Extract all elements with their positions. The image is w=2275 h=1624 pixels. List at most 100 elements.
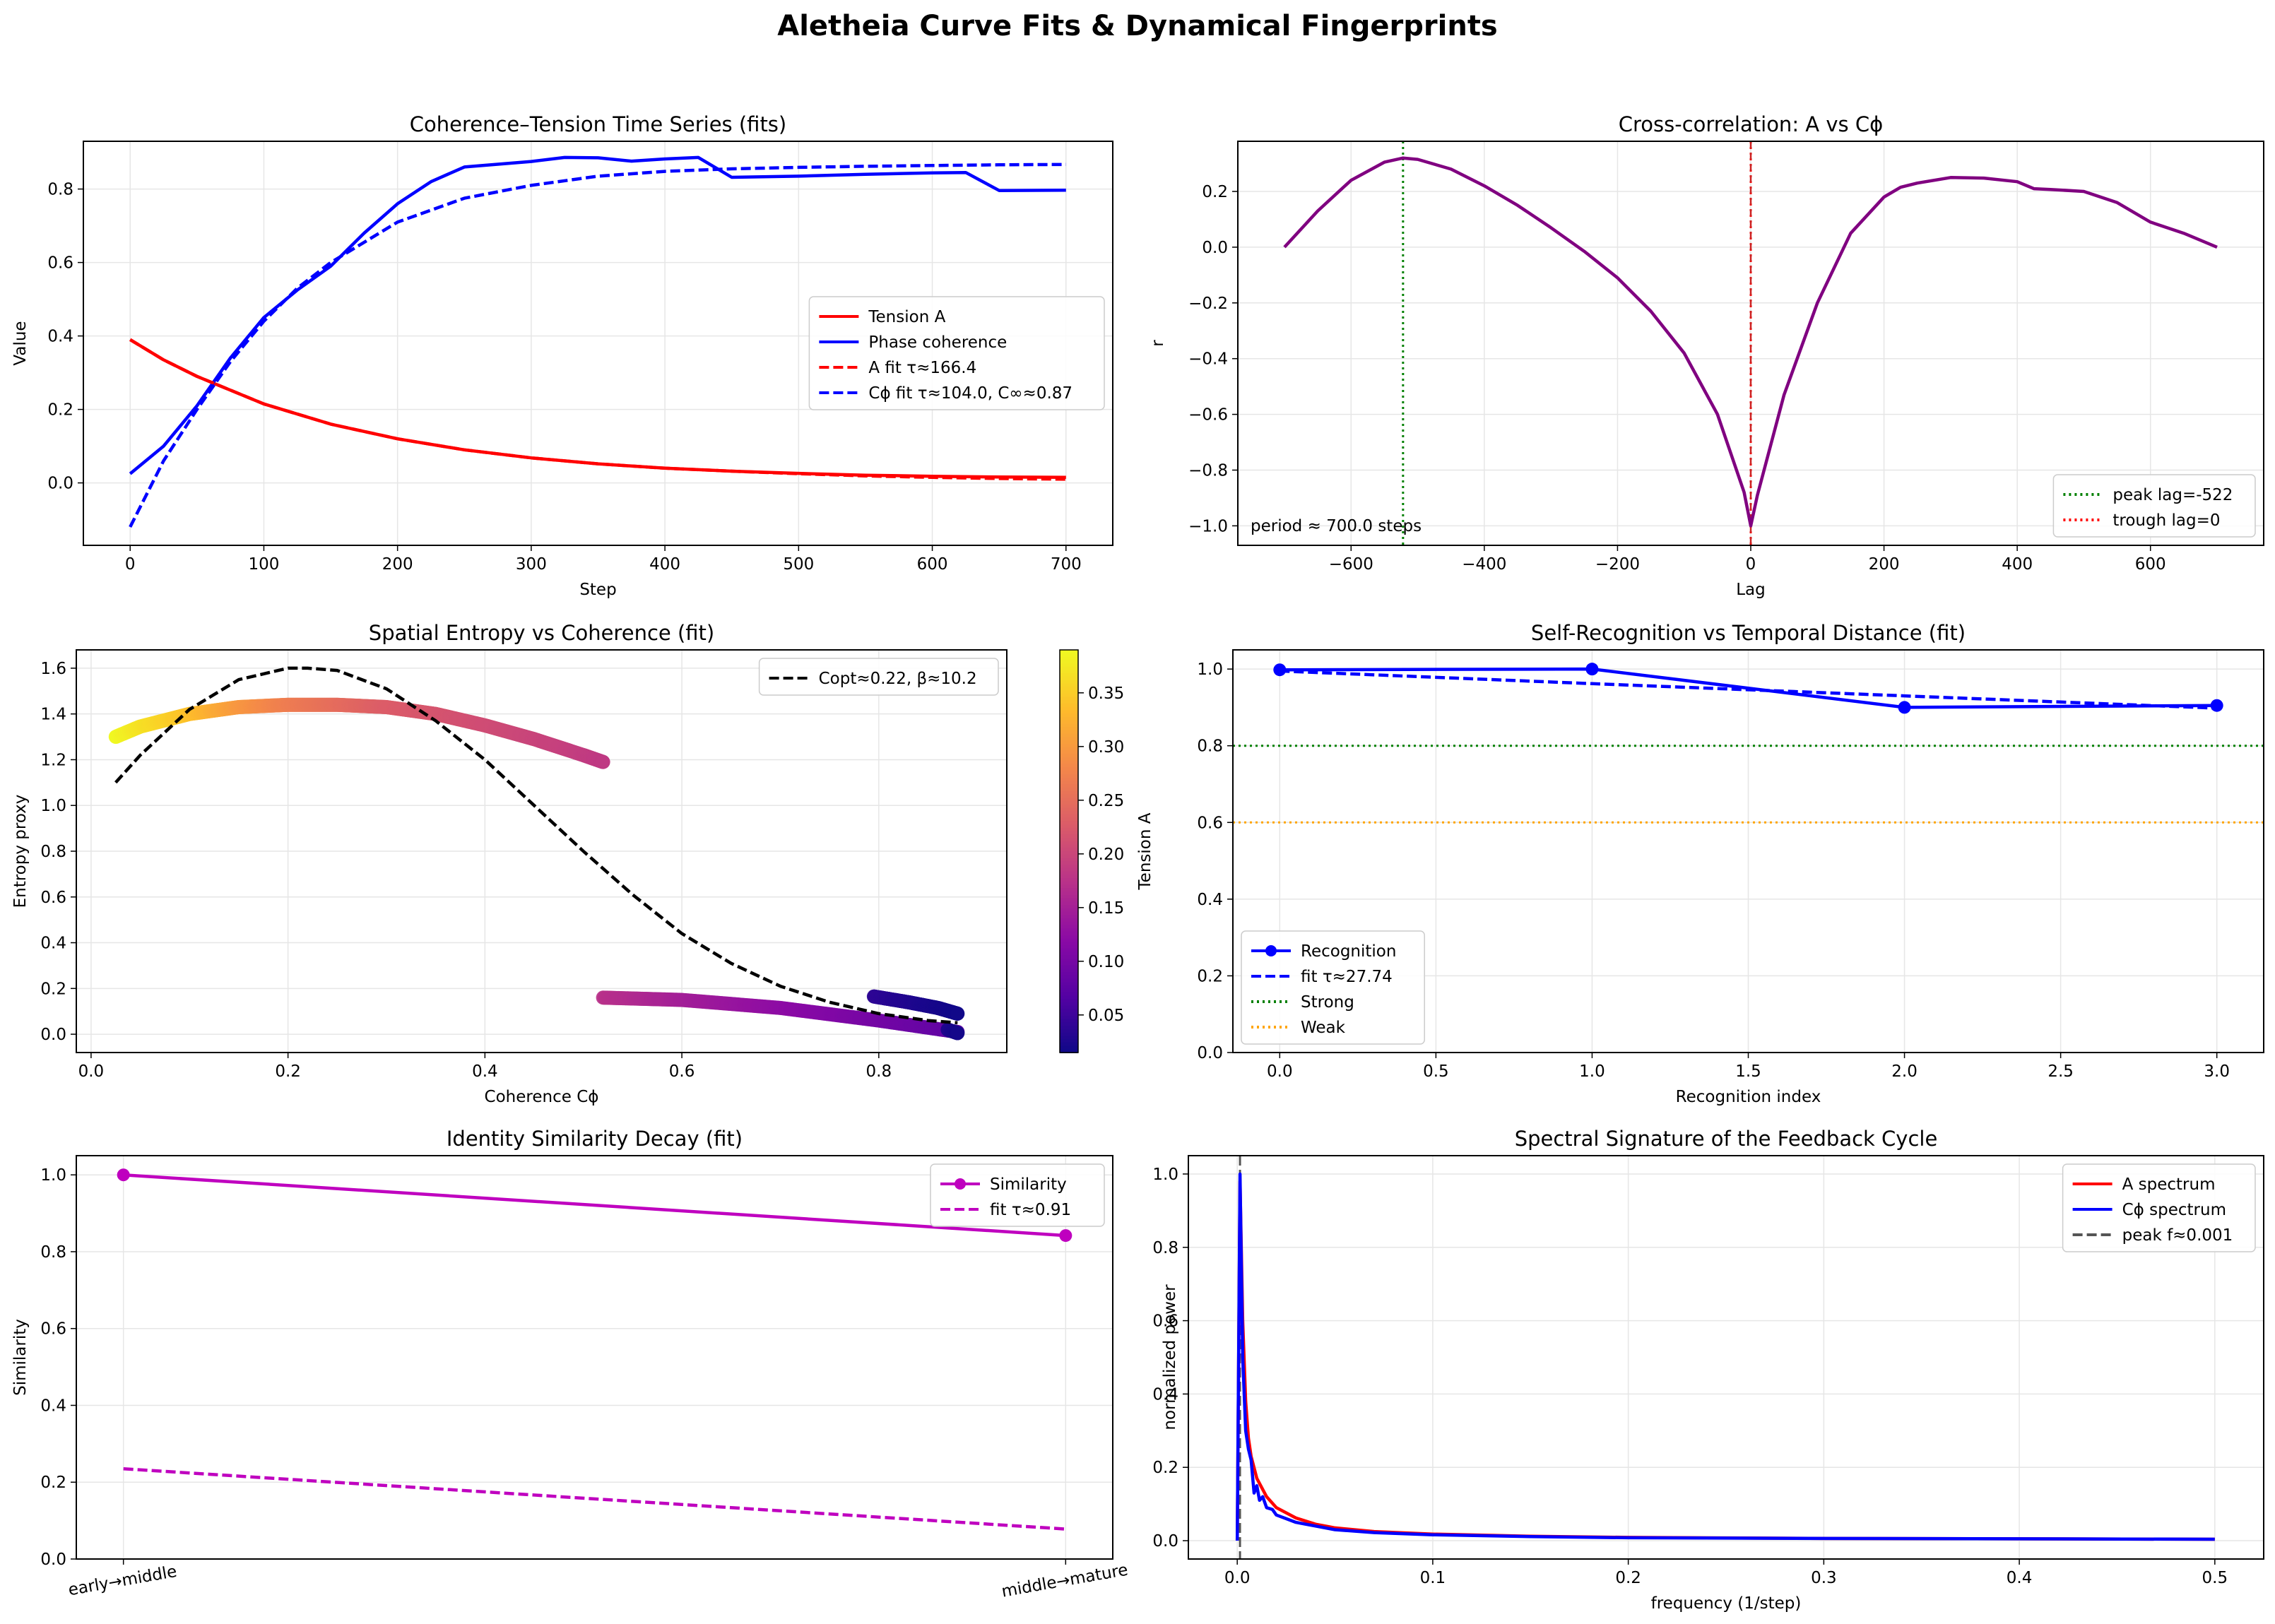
colorbar-cell bbox=[1060, 848, 1078, 852]
chart-title: Spectral Signature of the Feedback Cycle bbox=[1515, 1127, 1938, 1151]
colorbar-cell bbox=[1060, 727, 1078, 731]
colorbar-cell bbox=[1060, 787, 1078, 792]
panel-selfrec: Self-Recognition vs Temporal Distance (f… bbox=[1197, 621, 2264, 1106]
colorbar-cell bbox=[1060, 881, 1078, 886]
x-tick-label: 2.0 bbox=[1891, 1062, 1918, 1081]
x-tick-label: 1.5 bbox=[1735, 1062, 1761, 1081]
colorbar-cell bbox=[1060, 700, 1078, 704]
colorbar-cell bbox=[1060, 750, 1078, 755]
x-tick-label: −400 bbox=[1462, 555, 1506, 574]
legend-label: peak lag=-522 bbox=[2112, 486, 2233, 504]
legend-label: Similarity bbox=[990, 1175, 1067, 1194]
colorbar-cell bbox=[1060, 693, 1078, 698]
colorbar-cell bbox=[1060, 1002, 1078, 1007]
y-axis-label: r bbox=[1149, 340, 1167, 347]
colorbar-cell bbox=[1060, 807, 1078, 812]
y-tick-label: 0.8 bbox=[40, 843, 66, 861]
y-tick-label: −0.2 bbox=[1188, 295, 1228, 313]
x-tick-label: 400 bbox=[649, 555, 680, 574]
x-tick-label: 0.0 bbox=[1267, 1062, 1293, 1081]
y-tick-label: −0.8 bbox=[1188, 461, 1228, 480]
colorbar-cell bbox=[1060, 733, 1078, 738]
colorbar-cell bbox=[1060, 656, 1078, 661]
colorbar-cell bbox=[1060, 754, 1078, 758]
x-tick-label: 0.5 bbox=[2202, 1569, 2228, 1587]
colorbar: 0.05 0.10 0.15 0.20 0.25 0.30 0.35 Tension A bbox=[1059, 649, 1154, 1053]
colorbar-cell bbox=[1060, 794, 1078, 798]
y-tick-label: 0.0 bbox=[1202, 239, 1228, 257]
colorbar-cell bbox=[1060, 992, 1078, 997]
x-tick-label: 0.6 bbox=[669, 1062, 695, 1081]
colorbar-cell bbox=[1060, 965, 1078, 970]
x-tick-label: 200 bbox=[1869, 555, 1900, 574]
colorbar-tick-label: 0.05 bbox=[1088, 1007, 1124, 1025]
series-line-1 bbox=[129, 155, 1066, 475]
series-line-0 bbox=[123, 1173, 1066, 1238]
legend-label: fit τ≈27.74 bbox=[1301, 968, 1393, 986]
colorbar-cell bbox=[1060, 771, 1078, 775]
axes-frame bbox=[76, 649, 1008, 1053]
chart-title: Self-Recognition vs Temporal Distance (f… bbox=[1531, 621, 1966, 645]
colorbar-cell bbox=[1060, 800, 1078, 805]
colorbar-cell bbox=[1060, 781, 1078, 785]
chart-title: Identity Similarity Decay (fit) bbox=[447, 1127, 743, 1151]
x-axis-label: Recognition index bbox=[1676, 1088, 1821, 1106]
y-tick-label: 0.2 bbox=[1152, 1459, 1178, 1477]
colorbar-cell bbox=[1060, 723, 1078, 728]
colorbar-cell bbox=[1060, 706, 1078, 711]
y-tick-label: 0.2 bbox=[40, 980, 66, 998]
colorbar-cell bbox=[1060, 1009, 1078, 1013]
series-marker bbox=[1898, 701, 1911, 714]
chart-title: Cross-correlation: A vs Cϕ bbox=[1619, 112, 1883, 136]
colorbar-cell bbox=[1060, 817, 1078, 822]
colorbar-cell bbox=[1060, 952, 1078, 956]
legend: A spectrum Cϕ spectrum peak f≈0.001 bbox=[2062, 1163, 2256, 1252]
legend-marker bbox=[955, 1178, 966, 1190]
colorbar-cell bbox=[1060, 1042, 1078, 1047]
y-tick-label: 1.0 bbox=[40, 797, 66, 815]
colorbar-cell bbox=[1060, 1039, 1078, 1043]
legend: Similarity fit τ≈0.91 bbox=[930, 1163, 1105, 1227]
y-tick-label: 0.2 bbox=[47, 401, 73, 420]
x-tick-label: 0.2 bbox=[1615, 1569, 1641, 1587]
x-tick-label: 0.0 bbox=[1224, 1569, 1251, 1587]
colorbar-cell bbox=[1060, 875, 1078, 879]
series-line-1 bbox=[123, 1466, 1066, 1531]
colorbar-tick-label: 0.35 bbox=[1088, 684, 1124, 703]
colorbar-tick-label: 0.10 bbox=[1088, 953, 1124, 971]
y-axis-label: Entropy proxy bbox=[11, 795, 30, 908]
y-tick-label: 0.2 bbox=[1202, 183, 1228, 201]
y-tick-label: 1.6 bbox=[40, 660, 66, 678]
y-axis-label: Value bbox=[11, 321, 30, 365]
colorbar-cell bbox=[1060, 972, 1078, 976]
legend-label: Cϕ fit τ≈104.0, C∞≈0.87 bbox=[868, 384, 1072, 403]
x-tick-label: 0.3 bbox=[1811, 1569, 1837, 1587]
colorbar-cell bbox=[1060, 851, 1078, 855]
legend-label: Recognition bbox=[1301, 942, 1396, 961]
colorbar-cell bbox=[1060, 888, 1078, 892]
legend-label: Phase coherence bbox=[868, 333, 1007, 352]
y-tick-label: −1.0 bbox=[1188, 517, 1228, 535]
colorbar-cell bbox=[1060, 690, 1078, 694]
colorbar-cell bbox=[1060, 891, 1078, 896]
colorbar-cell bbox=[1060, 894, 1078, 899]
y-tick-label: 0.6 bbox=[47, 254, 73, 273]
colorbar-cell bbox=[1060, 687, 1078, 691]
chart-title: Coherence–Tension Time Series (fits) bbox=[410, 112, 786, 136]
colorbar-cell bbox=[1060, 999, 1078, 1003]
plot-area bbox=[1233, 663, 2264, 824]
colorbar-cell bbox=[1060, 898, 1078, 903]
colorbar-cell bbox=[1060, 1005, 1078, 1010]
colorbar-cell bbox=[1060, 784, 1078, 788]
y-tick-label: 0.6 bbox=[40, 1320, 66, 1339]
x-tick-label: 0 bbox=[125, 555, 136, 574]
x-tick-label: 3.0 bbox=[2204, 1062, 2230, 1081]
colorbar-cell bbox=[1060, 975, 1078, 980]
colorbar-cell bbox=[1060, 985, 1078, 990]
colorbar-cell bbox=[1060, 1045, 1078, 1050]
colorbar-cell bbox=[1060, 938, 1078, 943]
y-tick-label: 0.0 bbox=[1197, 1044, 1223, 1062]
colorbar-tick-label: 0.30 bbox=[1088, 738, 1124, 757]
colorbar-cell bbox=[1060, 834, 1078, 838]
